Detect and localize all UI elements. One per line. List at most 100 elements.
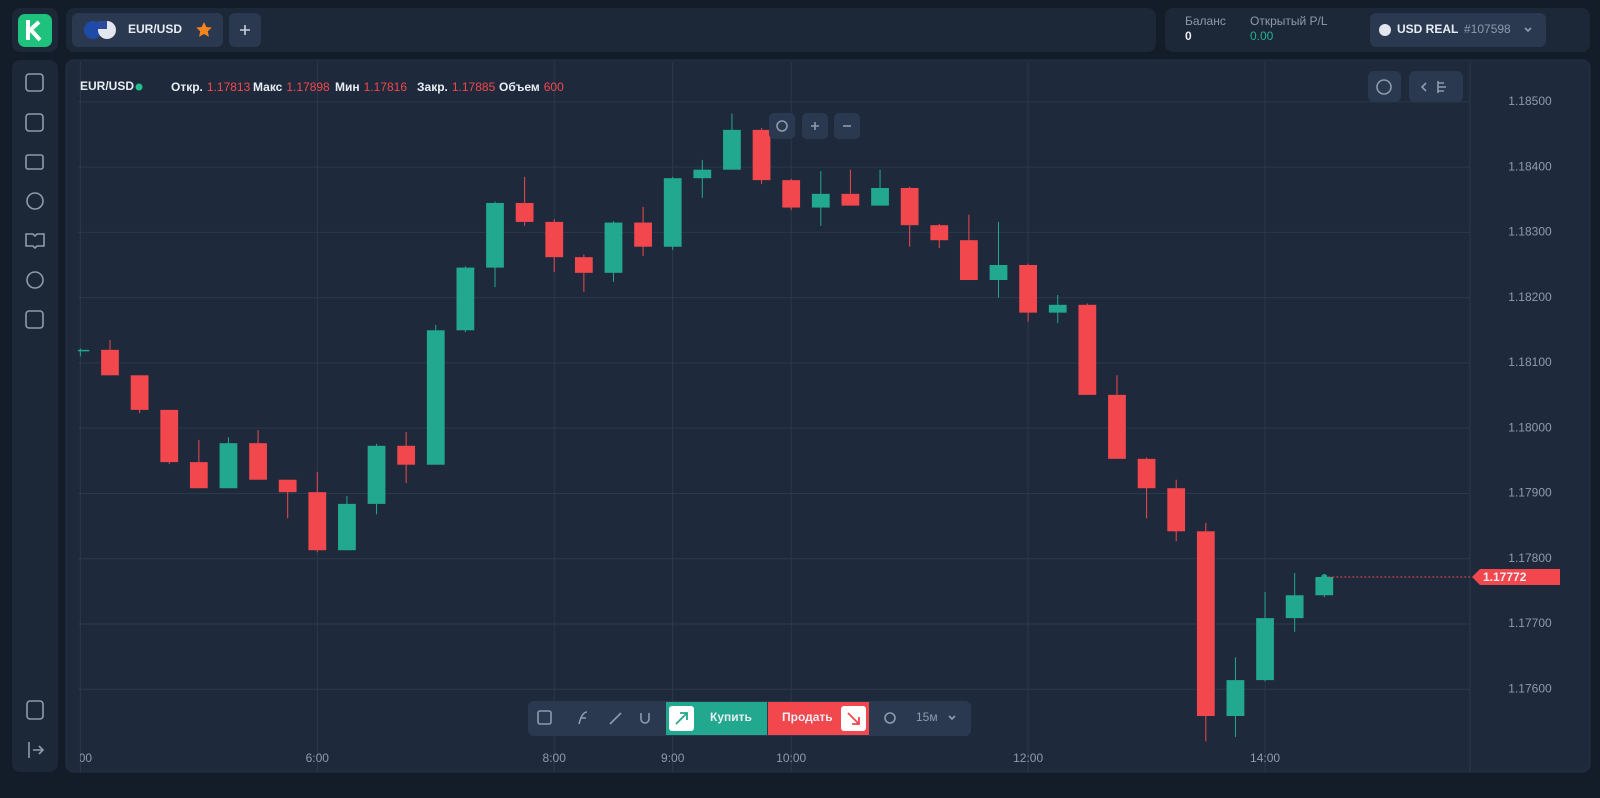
candle-body xyxy=(249,443,267,480)
layout-button[interactable] xyxy=(537,710,552,725)
candle-body xyxy=(989,264,1008,281)
candle-body xyxy=(1078,304,1097,395)
nav-portfolio[interactable] xyxy=(25,154,44,170)
x-tick-label: 4:00 xyxy=(69,751,93,765)
stat-label: Объем xyxy=(499,80,540,94)
logo-mark xyxy=(26,20,42,42)
balance-value: 0 xyxy=(1185,29,1192,43)
y-tick-label: 1.18400 xyxy=(1508,159,1552,173)
indicators-button[interactable] xyxy=(578,711,588,725)
stat-label: Откр. xyxy=(171,80,203,94)
timeframe-chevron xyxy=(948,715,956,721)
drawing-button[interactable] xyxy=(609,712,622,725)
pl-label: Открытый P/L xyxy=(1250,14,1328,28)
nav-settings[interactable] xyxy=(26,271,44,289)
account-selector[interactable] xyxy=(1370,13,1546,47)
y-tick-label: 1.18500 xyxy=(1508,94,1552,108)
tabs-bar xyxy=(66,8,1156,52)
candle-body xyxy=(634,222,652,247)
timeframe[interactable]: 15м xyxy=(916,710,938,724)
x-tick-label: 10:00 xyxy=(776,751,806,765)
nav-history[interactable] xyxy=(26,192,44,210)
nav-education[interactable] xyxy=(25,233,45,250)
stat-value: 1.17898 xyxy=(286,80,330,94)
y-tick-label: 1.17600 xyxy=(1508,681,1552,695)
target-icon xyxy=(776,120,788,132)
candle-body xyxy=(811,193,830,208)
candle-body xyxy=(1019,264,1037,313)
stat-label: Макс xyxy=(253,80,283,94)
stat-label: Мин xyxy=(335,80,360,94)
candles xyxy=(78,113,1470,742)
magnet-button[interactable] xyxy=(640,713,650,724)
flag-us-canton xyxy=(98,21,107,29)
candle-body xyxy=(426,330,445,465)
buy-icon xyxy=(675,712,688,725)
candle-body xyxy=(1226,680,1245,717)
stat-value: 1.17813 xyxy=(207,80,251,94)
candle-body xyxy=(871,187,889,206)
candle-body xyxy=(338,503,356,551)
live-dot xyxy=(135,83,143,91)
candle-body xyxy=(545,221,564,258)
y-tick-label: 1.18200 xyxy=(1508,290,1552,304)
settings-button[interactable] xyxy=(884,712,896,724)
nav-logout[interactable] xyxy=(28,742,45,758)
panel-toggle-button[interactable] xyxy=(1409,71,1463,102)
zoom-in-icon xyxy=(811,122,819,130)
y-tick-label: 1.17700 xyxy=(1508,616,1552,630)
candle-body xyxy=(782,180,801,208)
chevron xyxy=(1524,27,1532,33)
logo[interactable] xyxy=(18,14,52,47)
candle-body xyxy=(397,445,416,465)
recenter-button[interactable] xyxy=(769,113,795,139)
favorite-star[interactable] xyxy=(196,22,212,37)
grid xyxy=(78,62,1470,772)
pl-value: 0.00 xyxy=(1250,29,1274,43)
nav-collapse[interactable] xyxy=(26,700,44,720)
candle-body xyxy=(693,169,712,179)
candle-body xyxy=(663,178,682,247)
candle-body xyxy=(219,443,238,489)
candle-body xyxy=(1108,394,1126,459)
buy-label: Купить xyxy=(710,710,752,724)
candle-body xyxy=(367,445,386,504)
flag-us xyxy=(1379,24,1391,36)
last-price-tag xyxy=(1472,568,1560,585)
flag-eu xyxy=(84,21,102,39)
candle-body xyxy=(604,222,623,273)
candle-body xyxy=(959,240,978,281)
x-tick-label: 12:00 xyxy=(1013,751,1043,765)
balance-label: Баланс xyxy=(1185,14,1226,28)
x-tick-label: 9:00 xyxy=(661,751,685,765)
last-price-label: 1.17772 xyxy=(1483,570,1527,584)
chart-type-button[interactable] xyxy=(1368,71,1401,102)
stat-label: Закр. xyxy=(417,80,448,94)
candle-body xyxy=(841,193,860,206)
last-price-dot xyxy=(1321,573,1328,580)
sidebar-icons xyxy=(25,73,45,758)
candle-body xyxy=(308,492,327,551)
sidebar xyxy=(12,60,58,772)
candle-body xyxy=(752,129,771,181)
sell-icon xyxy=(847,712,860,725)
tab-symbol: EUR/USD xyxy=(128,22,182,36)
nav-support[interactable] xyxy=(25,310,44,329)
sell-label: Продать xyxy=(782,710,833,724)
nav-analytics[interactable] xyxy=(25,113,44,132)
candle-body xyxy=(1167,488,1186,532)
y-tick-label: 1.18000 xyxy=(1508,420,1552,434)
x-tick-label: 8:00 xyxy=(543,751,567,765)
x-tick-label: 6:00 xyxy=(306,751,330,765)
x-tick-label: 14:00 xyxy=(1250,751,1280,765)
y-tick-label: 1.18100 xyxy=(1508,355,1552,369)
labels: 1.18500 1.18400 1.18300 1.18200 1.18100 1.180… xyxy=(69,80,1560,765)
nav-trading[interactable] xyxy=(25,73,44,92)
candle-body xyxy=(130,375,149,410)
candle-body xyxy=(515,202,534,222)
candle-body xyxy=(189,462,208,489)
account-id: #107598 xyxy=(1464,22,1511,36)
candle-body xyxy=(1285,595,1304,619)
y-tick-label: 1.17800 xyxy=(1508,551,1552,565)
candle-body xyxy=(1196,531,1215,717)
